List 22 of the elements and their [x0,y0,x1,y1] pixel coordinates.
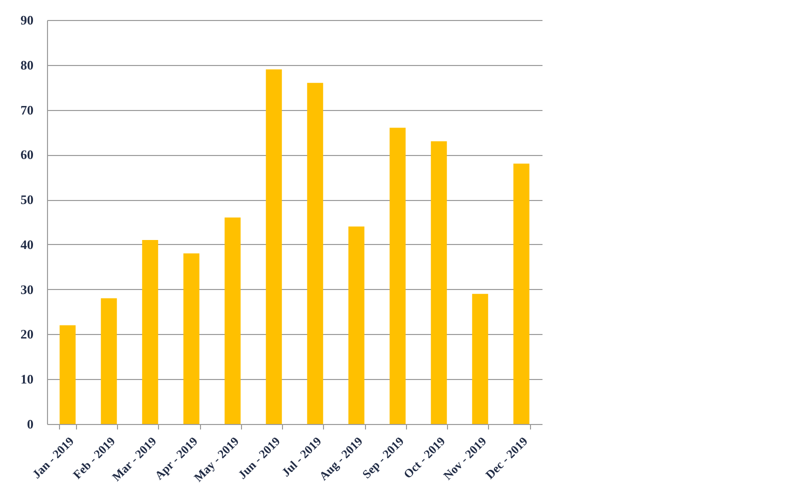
bar [348,226,364,424]
y-tick-label: 40 [20,236,34,252]
y-tick-label: 0 [27,416,34,432]
y-tick-label: 80 [20,57,34,72]
bar [100,298,117,424]
bar [390,128,406,424]
bar [266,69,282,424]
y-tick-label: 50 [20,192,34,208]
bar [224,218,241,424]
bar [183,253,200,424]
y-tick-label: 90 [20,12,34,28]
bar [472,294,488,424]
y-tick-label: 10 [20,372,34,387]
bar [430,141,447,424]
y-tick-label: 30 [20,282,34,297]
y-tick-label: 70 [20,102,34,118]
bar [513,164,530,424]
y-tick-label: 60 [20,147,34,162]
y-tick-label: 20 [20,326,34,342]
bar [142,240,158,424]
bar [60,325,76,424]
bar [307,82,324,424]
